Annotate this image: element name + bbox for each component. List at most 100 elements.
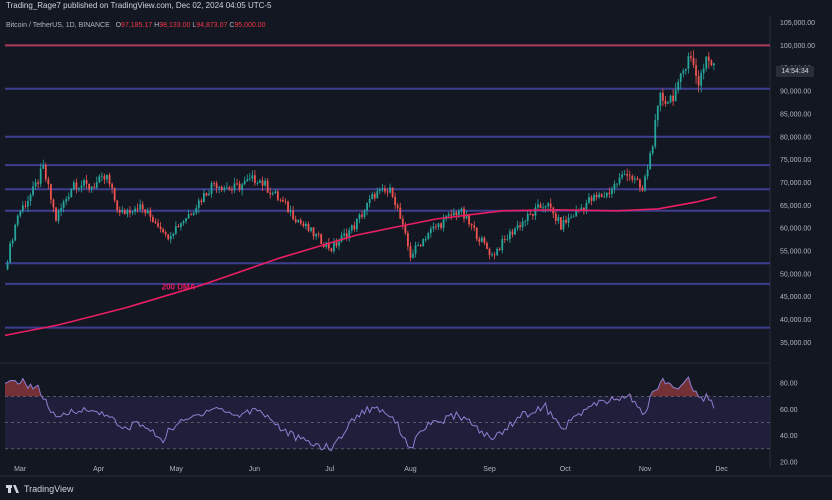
candle-body xyxy=(174,226,177,234)
candle-body xyxy=(116,200,119,211)
ohlc-low-label: L xyxy=(192,22,197,29)
candle-body xyxy=(399,207,402,219)
candle-body xyxy=(327,242,330,249)
candle-body xyxy=(641,187,644,191)
candle-body xyxy=(159,226,162,230)
candle-body xyxy=(299,220,302,224)
candle-body xyxy=(447,214,450,216)
candle-body xyxy=(123,210,126,214)
price-tick-label: 70,000.00 xyxy=(780,180,811,187)
candle-body xyxy=(705,56,708,69)
candle-body xyxy=(215,183,218,188)
candle-body xyxy=(649,153,652,170)
candle-body xyxy=(187,214,190,219)
candle-body xyxy=(521,221,524,228)
candle-body xyxy=(509,231,511,240)
candle-body xyxy=(468,215,470,225)
candle-body xyxy=(42,165,45,169)
candle-body xyxy=(580,207,583,211)
rsi-tick-label: 40.00 xyxy=(780,433,798,440)
candle-body xyxy=(149,210,152,217)
candle-body xyxy=(192,212,195,215)
candle-body xyxy=(348,230,351,238)
candle-body xyxy=(623,173,626,175)
footer-brand[interactable]: TradingView xyxy=(6,482,74,496)
candle-body xyxy=(427,233,430,239)
candle-body xyxy=(496,248,499,256)
candle-body xyxy=(172,233,175,237)
candle-body xyxy=(470,224,473,226)
candle-body xyxy=(302,223,305,227)
candle-body xyxy=(131,211,134,213)
candle-body xyxy=(432,226,435,229)
candle-body xyxy=(213,183,215,184)
ohlc-low: 94,873.07 xyxy=(196,22,228,29)
candle-body xyxy=(333,242,335,252)
candle-body xyxy=(134,208,136,212)
candle-body xyxy=(356,218,358,230)
candle-body xyxy=(363,210,366,217)
candle-body xyxy=(118,210,121,213)
time-tick-label: May xyxy=(170,466,184,473)
candle-body xyxy=(292,210,295,220)
candle-body xyxy=(101,175,103,177)
candle-body xyxy=(616,183,618,185)
price-tick-label: 85,000.00 xyxy=(780,111,811,118)
candle-body xyxy=(310,227,312,231)
candle-body xyxy=(608,192,611,194)
candle-body xyxy=(419,245,422,247)
candle-body xyxy=(106,174,108,180)
candle-body xyxy=(626,173,629,176)
candle-body xyxy=(613,183,616,190)
candle-body xyxy=(595,195,598,198)
brand-name: TradingView xyxy=(24,484,74,494)
candle-body xyxy=(560,217,562,230)
candle-body xyxy=(549,203,552,208)
candle-body xyxy=(692,57,695,66)
candle-body xyxy=(129,210,131,213)
candle-body xyxy=(21,205,24,212)
candle-body xyxy=(259,180,261,183)
candle-body xyxy=(312,227,315,237)
time-tick-label: Jul xyxy=(325,466,334,473)
candle-body xyxy=(52,199,55,208)
candle-body xyxy=(429,228,432,234)
candle-body xyxy=(554,213,557,221)
candle-body xyxy=(401,218,404,225)
candle-body xyxy=(236,183,238,185)
candle-body xyxy=(62,201,65,208)
rsi-overbought-fill xyxy=(17,383,21,397)
ma-200-line xyxy=(4,196,717,337)
candle-body xyxy=(266,180,269,193)
candle-body xyxy=(233,183,236,190)
candle-body xyxy=(254,175,256,184)
candle-body xyxy=(488,248,491,256)
candle-body xyxy=(294,219,297,223)
candle-body xyxy=(588,197,590,204)
rsi-overbought-fill xyxy=(33,386,36,397)
candle-body xyxy=(146,210,149,214)
candle-body xyxy=(274,191,277,194)
candle-body xyxy=(682,70,685,74)
candle-body xyxy=(195,208,198,213)
time-tick-label: Aug xyxy=(404,466,417,473)
symbol-info: Bitcoin / TetherUS, 1D, BINANCE O97,185.… xyxy=(6,20,266,32)
price-tick-label: 80,000.00 xyxy=(780,134,811,141)
candle-body xyxy=(210,183,213,194)
candle-body xyxy=(225,187,228,189)
candle-body xyxy=(50,184,52,200)
price-tick-label: 55,000.00 xyxy=(780,248,811,255)
price-tick-label: 65,000.00 xyxy=(780,203,811,210)
candle-body xyxy=(39,168,42,184)
candle-body xyxy=(241,184,244,190)
candle-body xyxy=(289,210,292,213)
candle-body xyxy=(16,215,19,225)
time-tick-label: Mar xyxy=(14,466,27,473)
rsi-tick-label: 20.00 xyxy=(780,460,798,467)
candle-body xyxy=(621,174,623,178)
tradingview-logo-icon xyxy=(6,484,20,494)
rsi-overbought-fill xyxy=(12,380,16,397)
candle-body xyxy=(378,189,381,192)
candle-body xyxy=(396,205,399,208)
